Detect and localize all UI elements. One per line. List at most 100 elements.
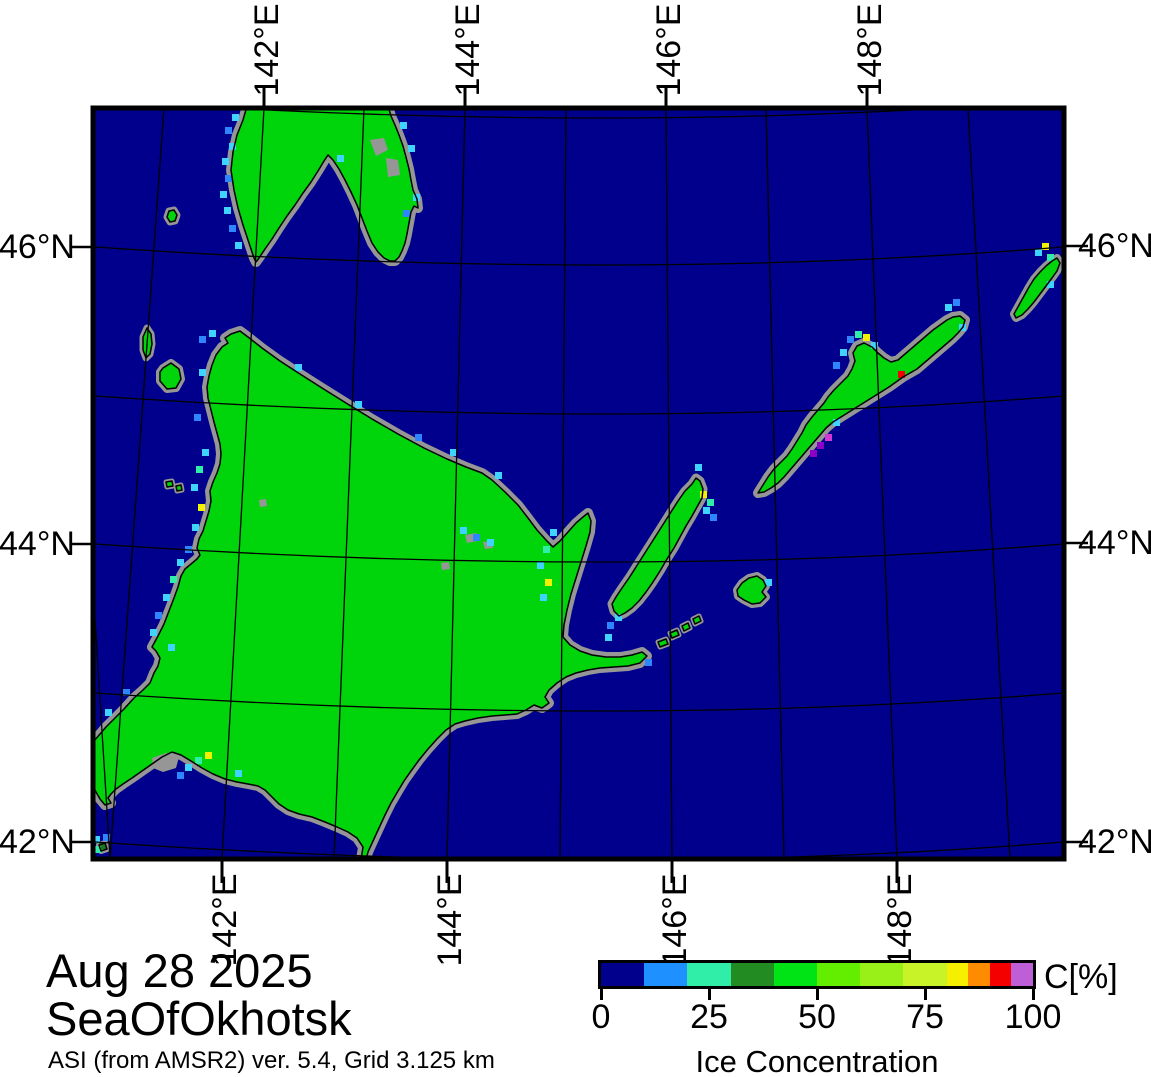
coastline-habomai-3	[681, 622, 691, 632]
ice-speckle-81	[168, 644, 175, 651]
ice-speckle-5	[220, 191, 227, 198]
colorbar-segment-70	[903, 963, 947, 986]
map-frame	[90, 105, 1067, 862]
lon-label-bottom: 148°E	[881, 873, 919, 967]
ice-speckle-60	[898, 371, 905, 378]
land-teuri	[166, 481, 173, 487]
graticule-meridian	[866, 110, 898, 857]
ice-speckle-72	[185, 764, 192, 771]
lat-label-left: 44°N	[0, 525, 75, 563]
graticule-meridian	[967, 110, 1011, 857]
map-layers	[95, 110, 1062, 857]
ice-speckle-79	[95, 846, 101, 853]
ice-speckle-42	[545, 579, 552, 586]
ice-speckle-25	[170, 576, 177, 583]
ice-speckle-1	[225, 127, 232, 134]
graticule-meridian	[665, 110, 673, 857]
coastline-habomai-2	[669, 629, 680, 639]
ice-speckle-10	[408, 145, 415, 152]
lat-label-left: 46°N	[0, 228, 75, 266]
ice-speckle-4	[225, 175, 232, 182]
coastline-urup	[1013, 257, 1061, 319]
ice-speckle-24	[177, 559, 184, 566]
coastline-hokkaido	[95, 330, 648, 857]
lon-label-top: 144°E	[449, 3, 487, 97]
coastline-habomai-4	[692, 615, 702, 625]
colorbar-tick-label: 75	[906, 998, 944, 1036]
ice-speckle-48	[703, 507, 710, 514]
ice-speckle-77	[95, 836, 100, 843]
colorbar-segment-20	[687, 963, 731, 986]
ice-speckle-15	[199, 336, 206, 343]
ice-speckle-31	[295, 364, 302, 371]
colorbar-tick-label: 25	[690, 998, 728, 1036]
colorbar-segment-80	[946, 963, 969, 986]
land-sakhalin	[231, 110, 418, 262]
colorbar-tick	[1031, 986, 1035, 1000]
ice-speckle-7	[229, 225, 236, 232]
lat-label-right: 42°N	[1078, 823, 1151, 861]
ice-speckle-36	[460, 527, 467, 534]
coastline-yagishiri	[175, 484, 183, 492]
graticule-parallel	[95, 543, 1062, 563]
colorbar-tick-label: 50	[798, 998, 836, 1036]
land-urup	[1014, 258, 1060, 318]
ice-speckle-32	[355, 401, 362, 408]
ice-speckle-53	[765, 579, 772, 586]
graticule-parallel	[95, 841, 1062, 857]
lon-label-bottom: 146°E	[656, 873, 694, 967]
graticule-meridian	[446, 110, 466, 857]
graticule-parallel	[95, 246, 1062, 266]
date-title: Aug 28 2025	[46, 944, 313, 997]
ice-speckle-65	[945, 304, 952, 311]
colorbar-segment-10	[644, 963, 688, 986]
colorbar-segment-30	[730, 963, 774, 986]
ice-speckle-6	[224, 207, 231, 214]
colorbar-tick-label: 0	[591, 998, 611, 1036]
ice-speckle-47	[707, 499, 714, 506]
ice-speckle-50	[695, 464, 702, 471]
land-shikotan	[737, 576, 766, 604]
ice-speckle-80	[103, 834, 110, 841]
lon-label-top: 146°E	[650, 3, 688, 97]
ice-speckle-73	[195, 757, 202, 764]
colorbar-segment-0	[601, 963, 645, 986]
coastline-rishiri	[159, 362, 182, 390]
graticule-parallel	[95, 395, 1062, 415]
ice-speckle-27	[155, 612, 162, 619]
ice-speckle-8	[235, 242, 242, 249]
ice-speckle-2	[229, 143, 236, 150]
ice-speckle-62	[817, 442, 824, 449]
land-yagishiri	[176, 485, 182, 491]
ice-speckle-29	[123, 689, 130, 696]
ice-speckle-35	[495, 472, 502, 479]
source-caption: ASI (from AMSR2) ver. 5.4, Grid 3.125 km	[48, 1047, 495, 1074]
ice-speckle-76	[235, 770, 242, 777]
region-title: SeaOfOkhotsk	[46, 992, 352, 1045]
ice-speckle-33	[415, 434, 422, 441]
ice-speckle-9	[400, 122, 407, 129]
ice-speckle-3	[222, 158, 229, 165]
lat-label-left: 42°N	[0, 823, 75, 861]
lake-6	[152, 753, 179, 772]
colorbar-tick	[599, 986, 603, 1000]
ice-speckle-70	[1047, 254, 1054, 261]
coastline-shikotan	[736, 575, 767, 605]
ice-speckle-43	[540, 594, 547, 601]
graticule-meridian	[95, 616, 111, 857]
ice-speckle-28	[150, 629, 157, 636]
coastline-moneron	[166, 209, 178, 223]
land-iturup	[758, 316, 965, 493]
lake-2	[259, 499, 267, 507]
ice-speckle-63	[810, 450, 817, 457]
ice-speckle-52	[607, 622, 614, 629]
ice-speckle-46	[700, 491, 707, 498]
ice-speckle-66	[953, 299, 960, 306]
colorbar-tick	[923, 986, 927, 1000]
colorbar-segment-95	[1011, 963, 1033, 986]
colorbar-segment-90	[989, 963, 1012, 986]
ice-speckle-64	[833, 419, 840, 426]
ice-speckle-11	[337, 155, 344, 162]
